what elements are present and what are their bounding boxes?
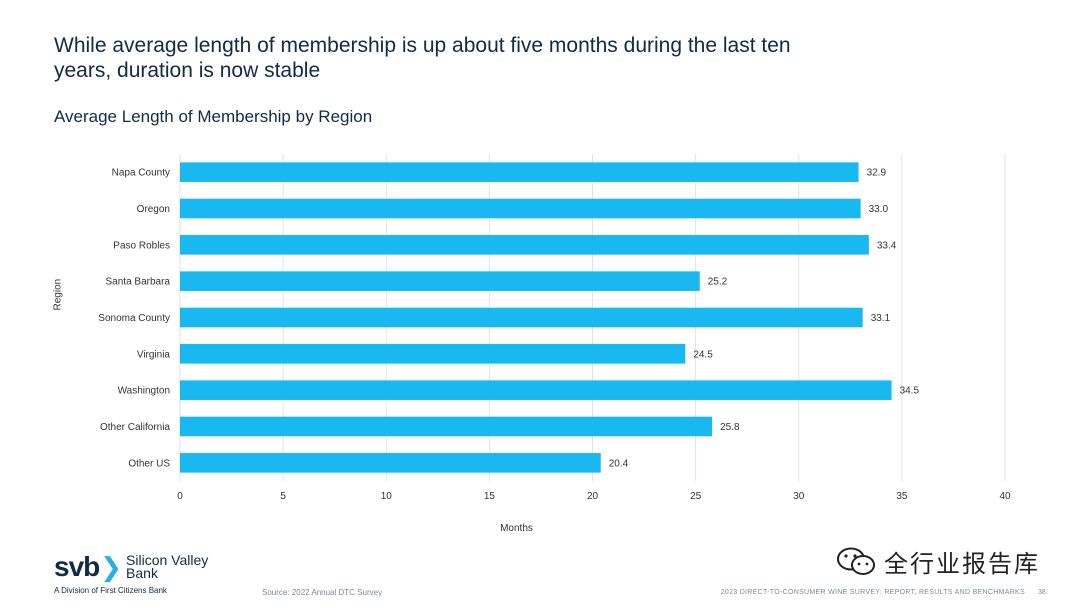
- x-tick-label: 20: [587, 491, 599, 502]
- bar: [180, 162, 859, 182]
- value-label: 24.5: [693, 349, 713, 360]
- bar: [180, 416, 713, 437]
- watermark: 全行业报告库: [836, 544, 1040, 579]
- bar: [180, 453, 601, 473]
- category-label: Santa Barbara: [106, 277, 171, 288]
- svb-logo: svb ❯ Silicon Valley Bank A Division of …: [54, 551, 209, 596]
- x-tick-label: 5: [280, 491, 286, 502]
- footer-report-title: 2023 DIRECT-TO-CONSUMER WINE SURVEY: REP…: [720, 589, 1025, 596]
- bar-chart: 0 5 10 15 20 25 30 35 40 Napa County 32.9 Oregon 33.…: [98, 154, 1011, 534]
- bar: [180, 344, 686, 364]
- value-label: 25.2: [708, 277, 728, 288]
- x-tick-label: 40: [999, 491, 1011, 502]
- category-label: Sonoma County: [98, 313, 170, 324]
- x-tick-label: 0: [177, 491, 183, 502]
- logo-name-line2: Bank: [126, 565, 158, 581]
- category-label: Other California: [100, 422, 170, 433]
- chart-title: Average Length of Membership by Region: [54, 107, 373, 126]
- bar: [180, 271, 700, 291]
- x-tick-label: 30: [793, 491, 805, 502]
- x-axis-title: Months: [500, 523, 533, 534]
- page-number: 38: [1038, 589, 1046, 596]
- logo-mark: svb: [54, 551, 100, 582]
- value-label: 25.8: [720, 422, 740, 433]
- slide-title: While average length of membership is up…: [54, 34, 791, 82]
- x-tick-label: 15: [484, 491, 496, 502]
- bar: [180, 307, 863, 328]
- value-label: 32.9: [867, 168, 887, 179]
- category-label: Napa County: [112, 168, 170, 179]
- value-label: 33.1: [871, 313, 891, 324]
- x-tick-label: 10: [381, 491, 393, 502]
- source-note: Source: 2022 Annual DTC Survey: [262, 588, 383, 597]
- x-tick-label: 25: [690, 491, 702, 502]
- bar: [180, 235, 869, 255]
- bar: [180, 380, 892, 400]
- chevron-right-icon: ❯: [100, 552, 123, 582]
- category-label: Virginia: [137, 349, 171, 360]
- wechat-icon: [837, 547, 875, 575]
- logo-name-line1: Silicon Valley: [126, 552, 209, 568]
- bar: [180, 198, 861, 219]
- category-label: Other US: [128, 458, 170, 469]
- category-label: Washington: [118, 386, 170, 397]
- logo-division: A Division of First Citizens Bank: [54, 586, 167, 595]
- category-label: Oregon: [137, 204, 170, 215]
- value-label: 20.4: [609, 458, 629, 469]
- value-label: 34.5: [900, 386, 920, 397]
- value-label: 33.0: [869, 204, 889, 215]
- x-tick-label: 35: [896, 491, 908, 502]
- category-label: Paso Robles: [113, 240, 170, 251]
- watermark-text: 全行业报告库: [884, 551, 1040, 578]
- value-label: 33.4: [877, 240, 897, 251]
